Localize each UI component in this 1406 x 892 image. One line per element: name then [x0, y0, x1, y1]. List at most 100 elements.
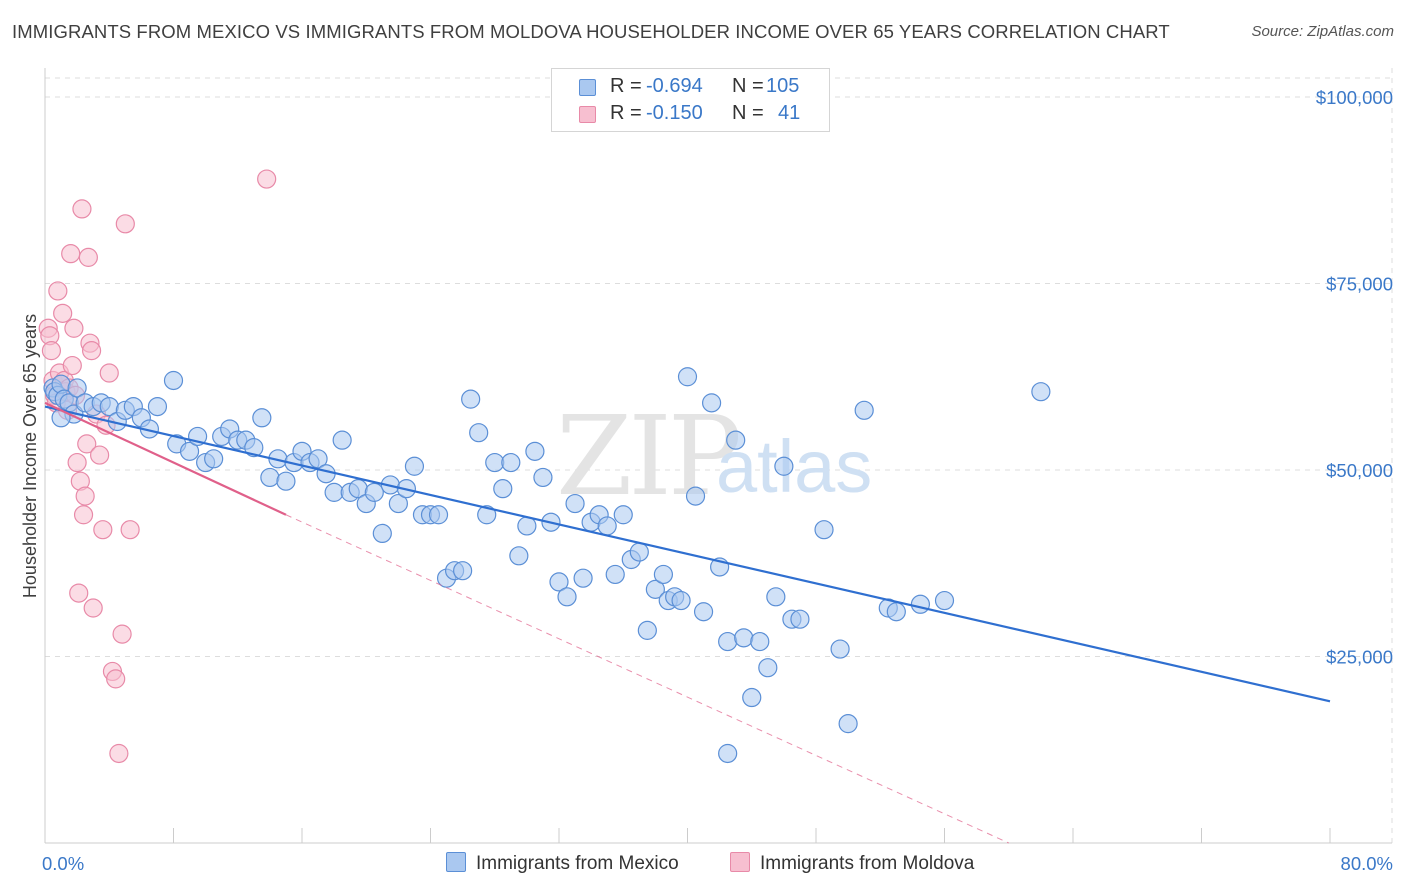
moldova-point [48, 281, 68, 301]
mexico-point [244, 438, 264, 458]
mexico-point [501, 452, 521, 473]
moldova-point [61, 244, 81, 264]
moldova-point [72, 199, 92, 219]
mexico-point [485, 452, 505, 473]
mexico-point [461, 389, 481, 409]
mexico-point [605, 564, 625, 585]
bottom-legend-mexico: Immigrants from Mexico [446, 852, 679, 875]
legend-n-label: N = [732, 75, 764, 97]
y-tick-label: $50,000 [1326, 460, 1393, 481]
mexico-point [701, 393, 722, 413]
mexico-point [854, 400, 874, 420]
mexico-point [364, 482, 384, 502]
moldova-point [106, 669, 126, 689]
mexico-point [163, 370, 184, 391]
mexico-point [204, 449, 224, 469]
mexico-point [685, 486, 706, 506]
mexico-point [388, 493, 408, 514]
y-tick-label: $25,000 [1326, 647, 1393, 668]
mexico-point [653, 564, 674, 585]
mexico-point [477, 505, 497, 525]
mexico-point [838, 714, 858, 734]
mexico-point [276, 471, 296, 491]
mexico-point [179, 441, 200, 461]
mexico-point [766, 587, 786, 607]
mexico-point [718, 743, 738, 764]
y-axis-label: Householder Income Over 65 years [20, 314, 40, 598]
mexico-point [934, 590, 955, 611]
source-credit: Source: ZipAtlas.com [1251, 23, 1394, 40]
mexico-point [509, 546, 529, 566]
x-tick-labels: 0.0% 80.0% [42, 853, 1393, 874]
mexico-point [718, 631, 738, 652]
mexico-point [573, 568, 593, 588]
moldova-point [69, 583, 89, 603]
mexico-point [693, 602, 714, 622]
legend-n-value: 105 [766, 75, 800, 97]
mexico-points [43, 367, 1051, 764]
y-tick-label: $75,000 [1326, 274, 1393, 295]
mexico-point [324, 482, 344, 502]
moldova-point [62, 355, 82, 376]
mexico-point [308, 449, 328, 469]
moldova-point [78, 247, 98, 267]
mexico-point [742, 687, 762, 708]
mexico-point [493, 479, 513, 499]
legend-n-label: N = [732, 102, 764, 124]
moldova-point [99, 363, 119, 383]
mexico-point [750, 631, 770, 652]
mexico-point [372, 523, 392, 544]
moldova-swatch [579, 106, 596, 123]
mexico-point [533, 467, 553, 488]
mexico-point [565, 493, 585, 514]
mexico-point [629, 542, 649, 562]
mexico-point [734, 628, 754, 648]
moldova-point [115, 214, 135, 234]
mexico-point [469, 423, 489, 443]
mexico-point [814, 520, 834, 540]
y-tick-label: $100,000 [1316, 87, 1393, 108]
moldova-point [77, 434, 97, 454]
bottom-legend-moldova: Immigrants from Moldova [730, 852, 974, 875]
mexico-trend-line [44, 405, 1331, 703]
moldova-point [109, 743, 129, 764]
moldova-trend-line [44, 401, 287, 516]
mexico-point [404, 456, 425, 476]
legend-r-value: -0.694 [646, 75, 703, 97]
mexico-point [549, 572, 569, 592]
moldova-point [75, 486, 95, 506]
correlation-legend: R = -0.694 N = 105 R = -0.150 N = 41 [551, 68, 830, 132]
moldova-point [90, 445, 110, 465]
mexico-point [671, 590, 691, 611]
mexico-point [758, 658, 778, 678]
mexico-point [613, 505, 633, 525]
mexico-point [910, 594, 931, 614]
moldova-point [83, 598, 103, 618]
mexico-point [726, 430, 746, 450]
mexico-legend-swatch [446, 852, 466, 872]
moldova-point [93, 520, 113, 540]
mexico-point [1031, 382, 1051, 402]
mexico-point [67, 378, 87, 398]
mexico-legend-label: Immigrants from Mexico [476, 853, 679, 874]
watermark-zip: ZIP [556, 392, 739, 520]
moldova-point [53, 303, 73, 323]
watermark: ZIP atlas [556, 392, 872, 520]
trend-lines [44, 401, 1331, 844]
x-tick-label-max: 80.0% [1341, 853, 1393, 874]
mexico-swatch [579, 79, 596, 96]
moldova-legend-swatch [730, 852, 750, 872]
mexico-point [252, 408, 272, 428]
legend-r-label: R = [610, 102, 642, 124]
mexico-point [774, 456, 794, 476]
legend-r-label: R = [610, 75, 642, 97]
x-tick-label-min: 0.0% [42, 853, 84, 874]
mexico-point [316, 464, 336, 484]
legend-n-value: 41 [778, 102, 801, 124]
mexico-point [677, 367, 698, 387]
mexico-point [830, 639, 850, 659]
mexico-point [525, 441, 545, 461]
legend-r-value: -0.150 [646, 102, 703, 124]
mexico-point [428, 505, 449, 525]
